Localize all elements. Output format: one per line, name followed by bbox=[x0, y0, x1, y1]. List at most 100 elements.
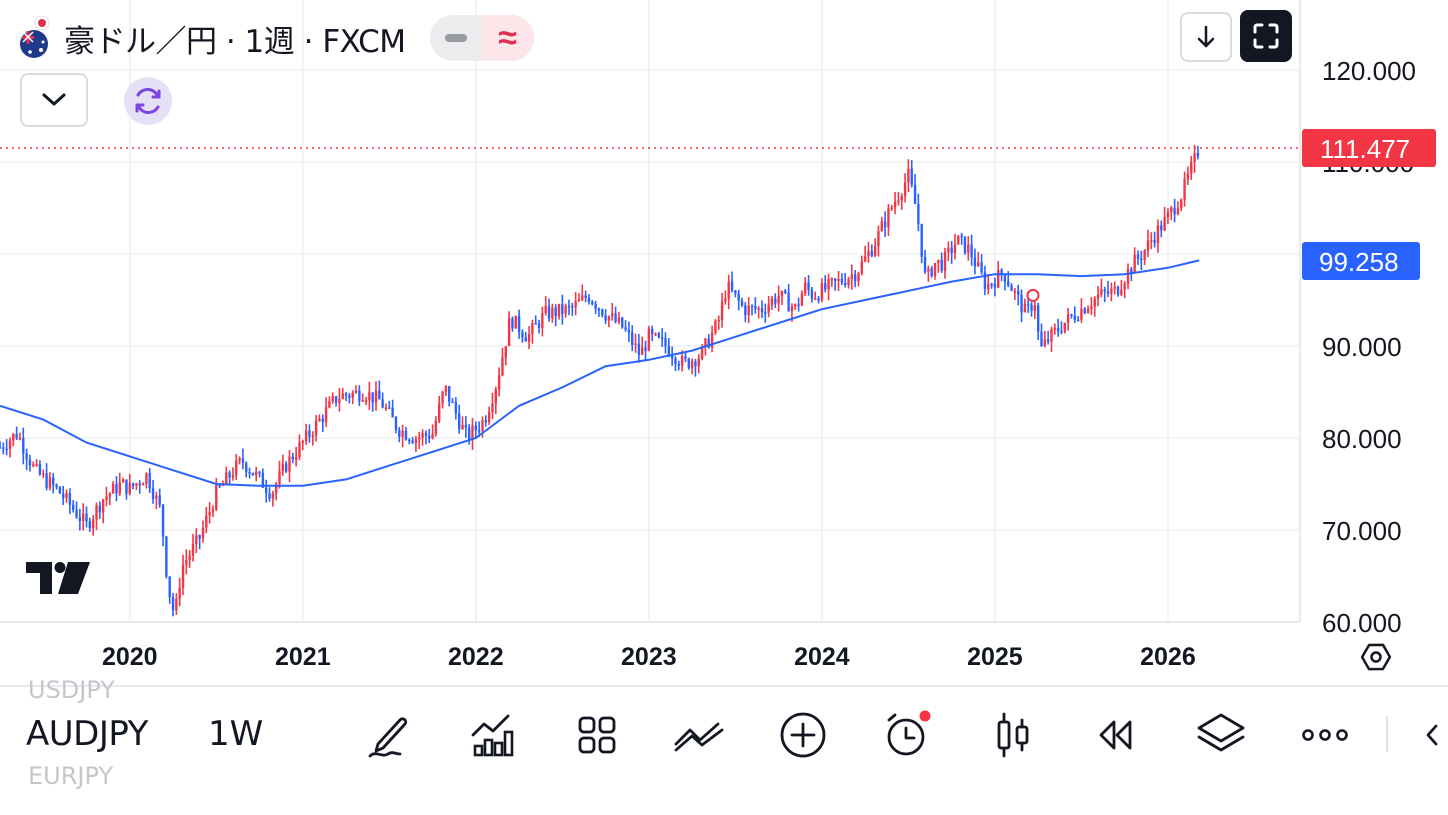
candle-body bbox=[294, 457, 298, 460]
fullscreen-button[interactable] bbox=[1240, 10, 1292, 62]
candle-body bbox=[215, 485, 218, 510]
collapse-toolbar-button[interactable] bbox=[1412, 708, 1448, 762]
candle-body bbox=[1066, 314, 1070, 323]
candle-body bbox=[1153, 240, 1156, 243]
x-tick-label: 2026 bbox=[1140, 643, 1196, 671]
candle-body bbox=[371, 392, 374, 403]
replay-button[interactable] bbox=[1090, 708, 1144, 762]
event-marker[interactable] bbox=[1026, 288, 1040, 302]
candle-body bbox=[1053, 327, 1057, 330]
candle-body bbox=[42, 473, 45, 475]
draw-button[interactable] bbox=[362, 708, 416, 762]
candle-body bbox=[581, 295, 584, 300]
candle-body bbox=[68, 493, 72, 505]
add-button[interactable] bbox=[776, 708, 830, 762]
candle-body bbox=[1136, 254, 1140, 259]
candle-body bbox=[384, 407, 388, 410]
bars-style-button[interactable] bbox=[430, 15, 482, 61]
candle-body bbox=[1040, 331, 1043, 346]
candle-body bbox=[624, 327, 627, 330]
candle-body bbox=[644, 347, 647, 351]
candle-body bbox=[471, 425, 474, 441]
approx-style-button[interactable]: ≈ bbox=[481, 15, 534, 61]
candle-body bbox=[81, 513, 85, 521]
candle-body bbox=[840, 278, 844, 283]
candle-body bbox=[853, 274, 857, 282]
candle-body bbox=[38, 463, 42, 475]
candle-body bbox=[8, 440, 12, 449]
candle-body bbox=[850, 274, 854, 280]
candle-body bbox=[484, 420, 488, 423]
candle-body bbox=[757, 308, 760, 310]
candle-body bbox=[527, 333, 531, 342]
candle-body bbox=[734, 290, 737, 294]
candle-body bbox=[1000, 269, 1003, 275]
candle-body bbox=[1046, 339, 1050, 342]
candle-body bbox=[597, 308, 601, 311]
layouts-button[interactable] bbox=[570, 708, 624, 762]
candle-body bbox=[863, 256, 867, 262]
candle-body bbox=[1033, 305, 1037, 312]
chart-type-toggle[interactable]: ≈ bbox=[429, 15, 534, 61]
sync-button[interactable] bbox=[124, 77, 172, 125]
candle-body bbox=[1083, 308, 1086, 314]
candle-body bbox=[654, 333, 657, 335]
candle-body bbox=[837, 278, 840, 281]
alert-button[interactable] bbox=[880, 708, 934, 762]
candle-body bbox=[121, 479, 125, 483]
previous-symbol[interactable]: USDJPY bbox=[28, 676, 115, 704]
more-button[interactable] bbox=[1298, 708, 1352, 762]
candle-body bbox=[694, 361, 697, 367]
candle-body bbox=[338, 398, 341, 403]
collapse-legend-button[interactable] bbox=[20, 73, 88, 127]
symbol-selector[interactable]: AUDJPY bbox=[26, 714, 148, 754]
download-button[interactable] bbox=[1180, 12, 1232, 62]
candle-body bbox=[987, 283, 990, 290]
candle-body bbox=[794, 304, 797, 307]
candle-body bbox=[690, 361, 694, 368]
candle-body bbox=[341, 393, 344, 399]
candle-body bbox=[670, 355, 674, 359]
tradingview-logo bbox=[26, 562, 90, 594]
candle-body bbox=[957, 235, 960, 245]
candle-body bbox=[331, 396, 334, 402]
indicators-button[interactable] bbox=[466, 708, 520, 762]
candle-body bbox=[534, 323, 537, 325]
candle-body bbox=[111, 483, 115, 494]
candle-body bbox=[514, 315, 517, 329]
candle-body bbox=[364, 400, 368, 402]
chart-type-button[interactable] bbox=[986, 708, 1040, 762]
candle-body bbox=[511, 318, 514, 329]
candle-body bbox=[747, 305, 750, 316]
next-symbol[interactable]: EURJPY bbox=[28, 762, 114, 790]
candle-body bbox=[967, 244, 970, 253]
candle-body bbox=[680, 356, 684, 366]
candle-body bbox=[917, 203, 920, 224]
candle-body bbox=[228, 472, 231, 478]
arrow-down-icon bbox=[1197, 25, 1215, 48]
candle-body bbox=[843, 282, 847, 286]
compare-button[interactable] bbox=[672, 708, 726, 762]
price-chart[interactable]: 120.000110.00090.00080.00070.00060.00020… bbox=[0, 0, 1448, 690]
layers-button[interactable] bbox=[1194, 708, 1248, 762]
candle-body bbox=[188, 555, 191, 561]
candle-body bbox=[770, 298, 774, 305]
interval-selector[interactable]: 1W bbox=[208, 714, 264, 754]
candle-body bbox=[368, 392, 371, 401]
candle-body bbox=[601, 309, 604, 316]
candle-body bbox=[321, 418, 324, 422]
candle-body bbox=[1166, 212, 1170, 218]
candle-body bbox=[873, 245, 877, 256]
candle-body bbox=[251, 472, 255, 476]
candle-body bbox=[913, 184, 917, 204]
candle-body bbox=[454, 401, 458, 414]
candle-body bbox=[697, 358, 700, 367]
candle-body bbox=[797, 304, 800, 306]
candle-body bbox=[970, 244, 973, 258]
candle-body bbox=[58, 487, 62, 494]
candle-body bbox=[1096, 294, 1100, 299]
chart-settings-button[interactable] bbox=[1356, 637, 1396, 677]
candle-body bbox=[1060, 331, 1063, 333]
candle-body bbox=[288, 456, 291, 472]
candle-body bbox=[933, 263, 937, 276]
